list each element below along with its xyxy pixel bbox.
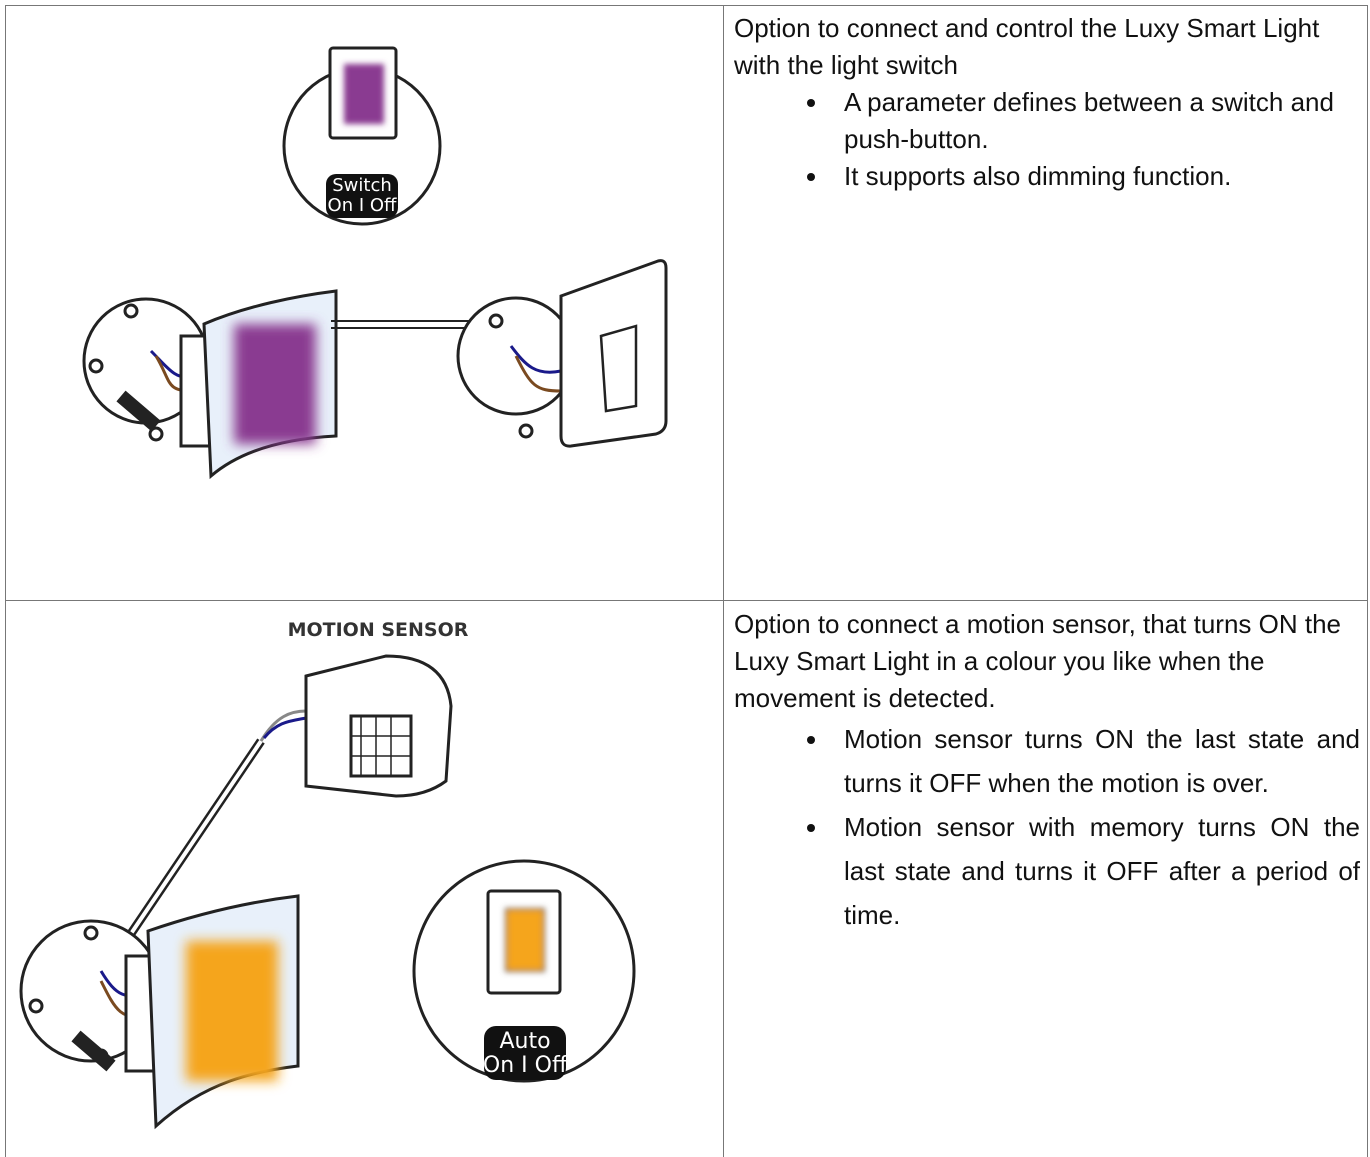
intro: Option to connect a motion sensor, that … xyxy=(734,609,1342,713)
badge-text: On I Off xyxy=(483,1053,568,1078)
description: Option to connect a motion sensor, that … xyxy=(734,606,1360,937)
bullet: A parameter defines between a switch and… xyxy=(830,84,1360,158)
border xyxy=(723,5,724,1157)
bullet-list: Motion sensor turns ON the last state an… xyxy=(734,717,1360,937)
border xyxy=(5,5,1368,6)
illustrations: Switch On I Off MOTION SENSOR Auto On I … xyxy=(19,46,668,1130)
intro: Option to connect and control the Luxy S… xyxy=(734,13,1320,80)
border xyxy=(1367,5,1368,1157)
bullet: Motion sensor turns ON the last state an… xyxy=(830,717,1360,805)
bullet: Motion sensor with memory turns ON the l… xyxy=(830,805,1360,937)
border xyxy=(5,600,1368,601)
switch-illustration: Switch On I Off xyxy=(82,46,668,480)
bullet-list: A parameter defines between a switch and… xyxy=(734,84,1360,195)
badge-text: On I Off xyxy=(328,195,397,216)
border xyxy=(5,5,6,1157)
bullet: It supports also dimming function. xyxy=(830,158,1360,195)
description: Option to connect and control the Luxy S… xyxy=(734,10,1360,195)
caption: MOTION SENSOR xyxy=(288,619,469,641)
badge-text: Switch xyxy=(332,175,392,196)
motion-illustration: MOTION SENSOR Auto On I Off xyxy=(19,619,636,1130)
badge-text: Auto xyxy=(499,1029,550,1054)
